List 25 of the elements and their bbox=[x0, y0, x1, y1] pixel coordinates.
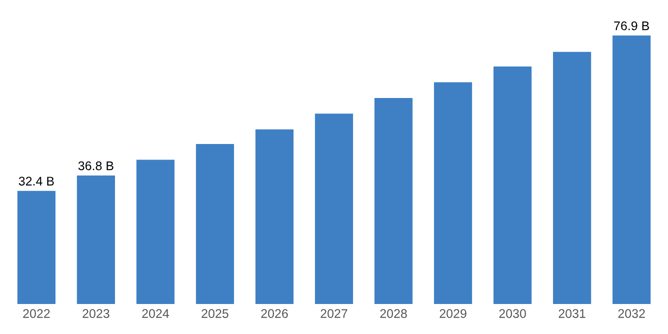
data-label: 36.8 B bbox=[78, 161, 114, 170]
x-tick-label: 2026 bbox=[261, 309, 288, 318]
bar bbox=[493, 66, 532, 304]
x-tick-label: 2032 bbox=[618, 309, 645, 318]
bar bbox=[374, 98, 413, 304]
bar bbox=[255, 129, 294, 304]
x-tick-label: 2030 bbox=[499, 309, 526, 318]
data-label: 32.4 B bbox=[18, 176, 54, 186]
bar bbox=[612, 35, 651, 304]
bar bbox=[314, 114, 354, 304]
x-tick-label: 2023 bbox=[82, 309, 110, 318]
x-tick-label: 2029 bbox=[440, 309, 466, 318]
x-tick-label: 2022 bbox=[23, 309, 50, 318]
x-tick-label: 2031 bbox=[558, 309, 586, 318]
data-label: 76.9 B bbox=[614, 21, 649, 30]
bar bbox=[136, 160, 175, 304]
bar bbox=[553, 52, 592, 304]
bar bbox=[196, 144, 234, 304]
bar bbox=[17, 190, 56, 304]
bar bbox=[76, 175, 115, 304]
x-tick-label: 2025 bbox=[202, 309, 228, 318]
x-tick-label: 2027 bbox=[320, 309, 348, 318]
x-tick-label: 2028 bbox=[380, 309, 407, 318]
bar bbox=[434, 82, 472, 304]
x-tick-label: 2024 bbox=[142, 309, 169, 318]
